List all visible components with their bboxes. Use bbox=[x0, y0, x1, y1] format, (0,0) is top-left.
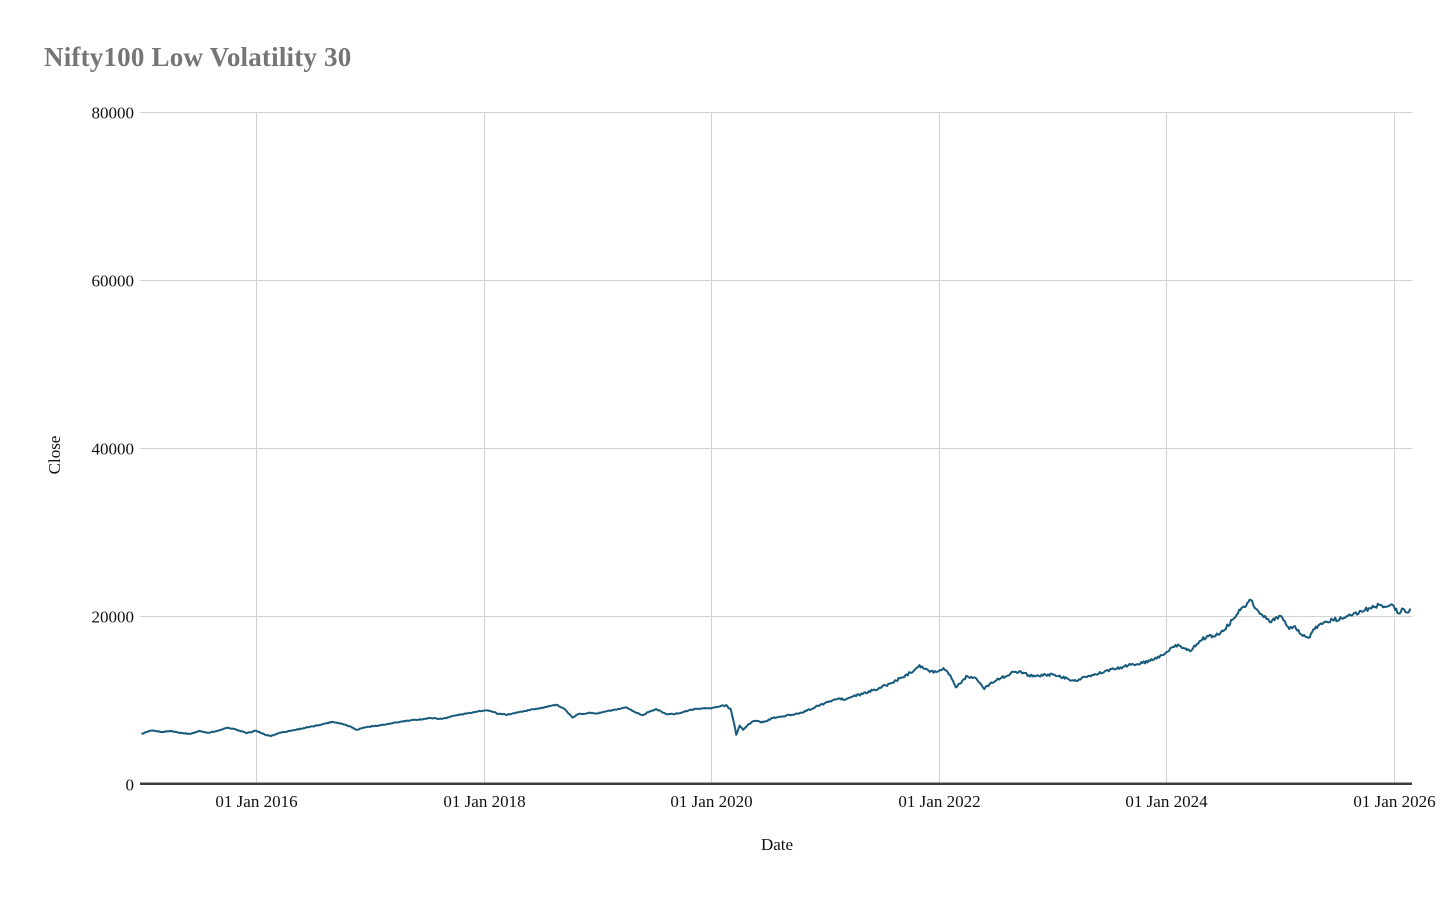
close-price-line bbox=[141, 598, 1411, 738]
x-tick-label: 01 Jan 2020 bbox=[670, 792, 752, 811]
y-tick-label: 20000 bbox=[92, 608, 135, 627]
y-tick-label: 0 bbox=[126, 776, 135, 795]
y-axis-title: Close bbox=[45, 435, 64, 475]
x-tick-label: 01 Jan 2018 bbox=[443, 792, 525, 811]
y-tick-label: 60000 bbox=[92, 272, 135, 291]
x-tick-label: 01 Jan 2022 bbox=[898, 792, 980, 811]
x-axis-title: Date bbox=[760, 835, 794, 854]
y-tick-label: 40000 bbox=[92, 440, 135, 459]
x-tick-label: 01 Jan 2024 bbox=[1125, 792, 1208, 811]
x-tick-label: 01 Jan 2026 bbox=[1353, 792, 1435, 811]
chart-title: Nifty100 Low Volatility 30 bbox=[44, 42, 352, 72]
x-tick-label: 01 Jan 2016 bbox=[215, 792, 297, 811]
y-tick-label: 80000 bbox=[92, 104, 135, 123]
